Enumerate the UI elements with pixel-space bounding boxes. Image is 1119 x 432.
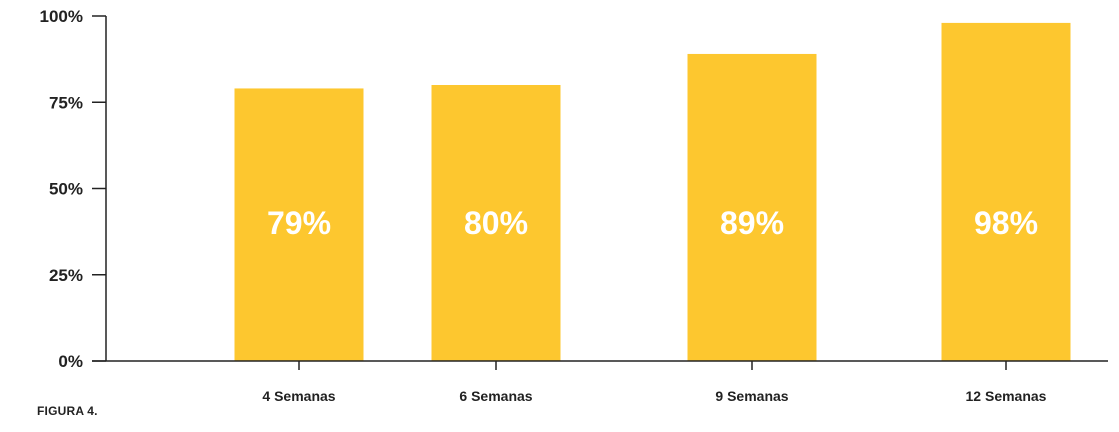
bar-4: [941, 22, 1071, 362]
bar-3: [687, 53, 817, 361]
figure-caption: FIGURA 4.: [37, 404, 98, 418]
data-label: 98%: [974, 205, 1038, 241]
x-tick-label: 4 Semanas: [262, 388, 335, 404]
x-tick-label: 9 Semanas: [715, 388, 788, 404]
data-label: 79%: [267, 205, 331, 241]
data-label: 89%: [720, 205, 784, 241]
x-tick-label: 6 Semanas: [459, 388, 532, 404]
y-tick-label: 100%: [40, 7, 83, 26]
bar-2: [431, 85, 561, 361]
bar-1: [234, 88, 364, 361]
y-tick-label: 75%: [49, 93, 83, 112]
data-label: 80%: [464, 205, 528, 241]
y-tick-label: 25%: [49, 266, 83, 285]
x-tick-label: 12 Semanas: [966, 388, 1047, 404]
y-tick-label: 0%: [58, 352, 83, 371]
y-tick-label: 50%: [49, 180, 83, 199]
